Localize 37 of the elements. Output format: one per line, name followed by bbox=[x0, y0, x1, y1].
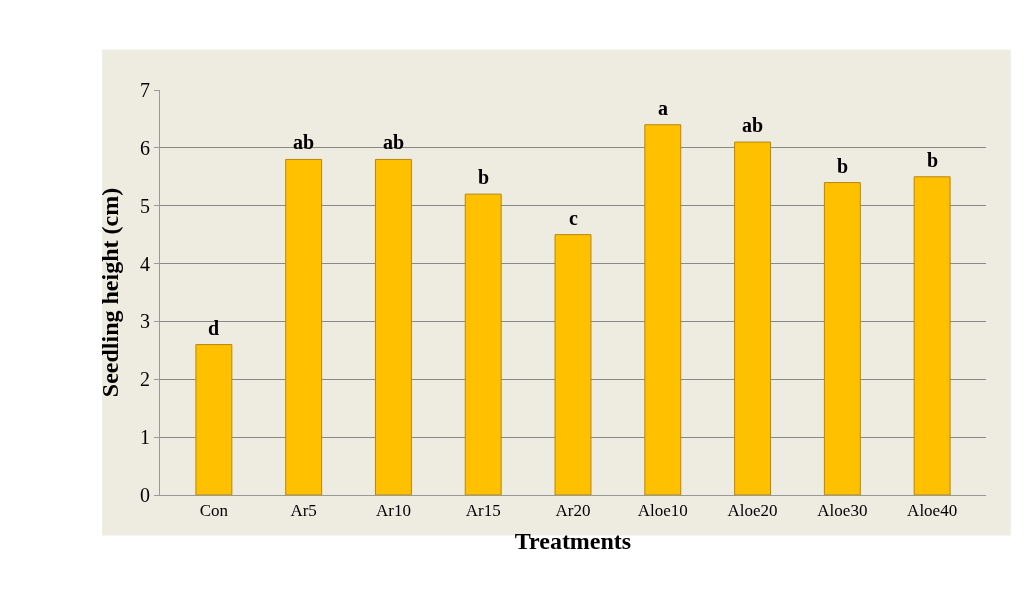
annotation: b bbox=[837, 155, 849, 177]
y-axis-title: Seedling height (cm) bbox=[97, 187, 124, 398]
x-tick-label: Aloe10 bbox=[637, 501, 688, 521]
x-tick-label: Aloe20 bbox=[727, 501, 778, 521]
annotation: b bbox=[478, 166, 490, 188]
annotation: ab bbox=[293, 131, 315, 153]
annotation: a bbox=[658, 97, 668, 119]
bar bbox=[374, 158, 412, 495]
y-tick-label: 0 bbox=[140, 484, 150, 506]
bar bbox=[554, 234, 592, 495]
annotation: ab bbox=[383, 131, 405, 153]
x-tick-label: Con bbox=[199, 501, 229, 521]
y-tick-label: 3 bbox=[140, 310, 150, 333]
y-tick-label: 6 bbox=[140, 136, 150, 159]
x-axis-title: Treatments bbox=[514, 527, 632, 554]
x-tick-label: Ar5 bbox=[290, 501, 317, 521]
annotation: b bbox=[927, 149, 939, 171]
x-tick-label: Aloe40 bbox=[907, 501, 958, 521]
bar bbox=[285, 158, 323, 495]
bar bbox=[734, 141, 772, 495]
x-tick-label: Aloe30 bbox=[817, 501, 868, 521]
bar bbox=[913, 176, 951, 495]
bar bbox=[464, 193, 502, 495]
x-tick-label: Ar15 bbox=[465, 501, 501, 521]
annotation: ab bbox=[742, 114, 764, 136]
y-tick-label: 4 bbox=[140, 252, 150, 275]
bar bbox=[195, 344, 233, 495]
y-tick-label: 7 bbox=[140, 79, 150, 101]
bar bbox=[823, 182, 861, 495]
y-tick-label: 2 bbox=[140, 368, 150, 391]
y-tick-label: 5 bbox=[140, 194, 150, 217]
annotation: d bbox=[208, 317, 220, 339]
x-tick-label: Ar20 bbox=[555, 501, 591, 521]
bar bbox=[644, 124, 682, 495]
y-tick-label: 1 bbox=[140, 426, 150, 449]
annotation: c bbox=[569, 207, 578, 229]
x-tick-label: Ar10 bbox=[375, 501, 411, 521]
